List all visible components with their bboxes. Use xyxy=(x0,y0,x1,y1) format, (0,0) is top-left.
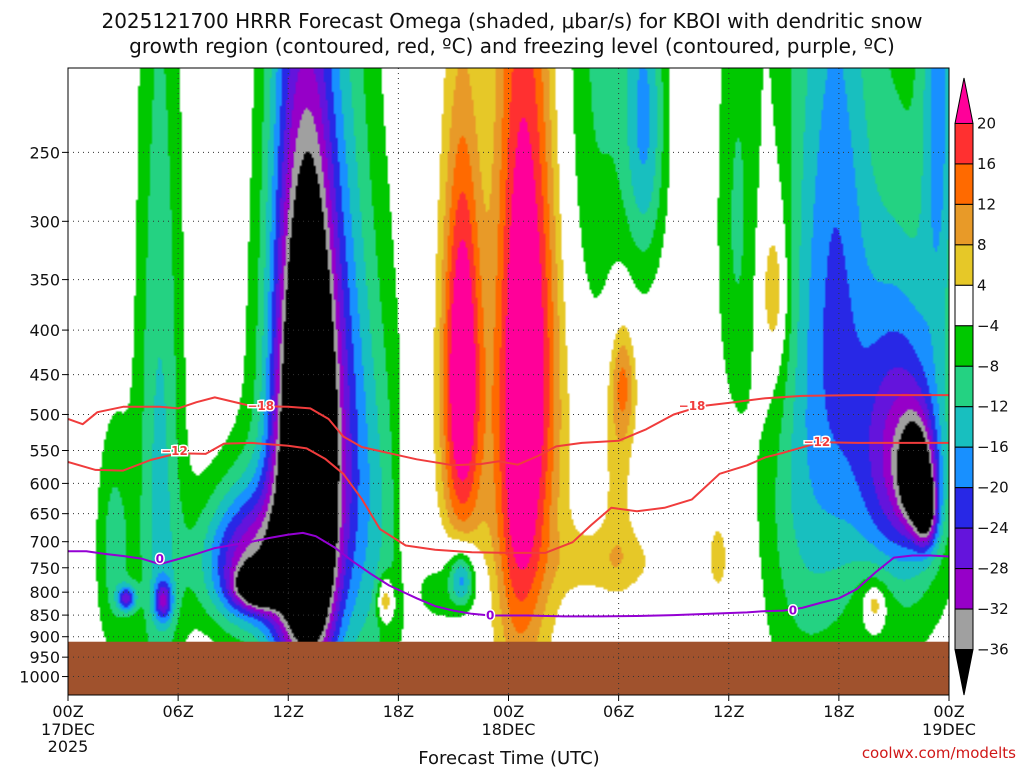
colorbar-swatch-14 xyxy=(954,649,974,696)
contour-label-0-0: −18 xyxy=(247,399,274,413)
y-tick-label-600: 600 xyxy=(29,474,60,493)
contour-line-0 xyxy=(68,394,949,467)
y-tick-label-500: 500 xyxy=(29,405,60,424)
y-tick-label-350: 350 xyxy=(29,271,60,290)
y-tick-label-950: 950 xyxy=(29,648,60,667)
y-axis: 250 300 350 400 450 500 550 600 650 700 750 800 850 9… xyxy=(19,143,68,687)
colorbar-label-7: −12 xyxy=(977,398,1009,416)
colorbar-label-8: −16 xyxy=(977,438,1009,456)
x-tick-label-4: 00Z xyxy=(493,702,524,721)
y-tick-label-550: 550 xyxy=(29,442,60,461)
contour-label-1-1: −12 xyxy=(803,435,830,449)
colorbar: 20 16 12 8 4 −4 −8 −12 −16 −20 −24 −28 −32 −36 xyxy=(954,77,1009,696)
x-tick-label-6: 12Z xyxy=(713,702,744,721)
x-tick-label-0: 00Z xyxy=(52,702,83,721)
colorbar-label-0: 20 xyxy=(977,114,996,132)
chart-title-line-2: growth region (contoured, red, ºC) and f… xyxy=(129,34,895,58)
x-tick-sublabel-0-1: 2025 xyxy=(48,737,89,756)
colorbar-label-13: −36 xyxy=(977,641,1009,659)
colorbar-swatch-0 xyxy=(954,77,974,124)
y-tick-label-850: 850 xyxy=(29,606,60,625)
x-tick-label-1: 06Z xyxy=(162,702,193,721)
x-tick-label-2: 12Z xyxy=(273,702,304,721)
colorbar-label-5: −4 xyxy=(977,317,999,335)
colorbar-swatch-10 xyxy=(954,487,974,529)
x-tick-sublabel-0-0: 17DEC xyxy=(41,720,95,739)
colorbar-label-1: 16 xyxy=(977,155,996,173)
colorbar-label-3: 8 xyxy=(977,236,987,254)
contour-lines: −18 −18 −12 −12 0 0 0 xyxy=(68,394,949,624)
y-tick-label-400: 400 xyxy=(29,321,60,340)
colorbar-label-12: −32 xyxy=(977,600,1009,618)
x-axis-label: Forecast Time (UTC) xyxy=(418,748,599,768)
x-tick-label-5: 06Z xyxy=(603,702,634,721)
y-tick-label-300: 300 xyxy=(29,212,60,231)
colorbar-swatch-5 xyxy=(954,284,974,327)
y-tick-label-450: 450 xyxy=(29,366,60,385)
y-tick-label-900: 900 xyxy=(29,628,60,647)
colorbar-swatch-4 xyxy=(954,244,974,286)
contour-line-1 xyxy=(68,441,949,554)
omega-field-shading xyxy=(68,68,949,695)
colorbar-label-4: 4 xyxy=(977,276,987,294)
credit-text: coolwx.com/modelts xyxy=(862,744,1016,762)
colorbar-swatch-1 xyxy=(954,122,974,165)
y-tick-label-700: 700 xyxy=(29,533,60,552)
colorbar-swatch-13 xyxy=(954,608,974,651)
x-tick-sublabel-4-0: 18DEC xyxy=(482,720,536,739)
y-tick-label-750: 750 xyxy=(29,559,60,578)
colorbar-swatch-12 xyxy=(954,568,974,610)
colorbar-label-2: 12 xyxy=(977,195,996,213)
colorbar-swatch-3 xyxy=(954,203,974,246)
colorbar-label-11: −28 xyxy=(977,560,1009,578)
colorbar-label-10: −24 xyxy=(977,519,1009,537)
contour-label-0-1: −18 xyxy=(679,399,706,413)
colorbar-swatch-11 xyxy=(954,527,974,570)
contour-label-2-2: 0 xyxy=(789,604,797,618)
y-tick-label-250: 250 xyxy=(29,143,60,162)
x-tick-label-3: 18Z xyxy=(383,702,414,721)
colorbar-swatch-2 xyxy=(954,163,974,205)
contour-label-1-0: −12 xyxy=(161,444,188,458)
x-tick-label-8: 00Z xyxy=(933,702,964,721)
colorbar-swatch-6 xyxy=(954,325,974,367)
colorbar-label-9: −20 xyxy=(977,479,1009,497)
contour-line-2 xyxy=(68,531,949,618)
colorbar-swatch-8 xyxy=(954,406,974,448)
colorbar-label-6: −8 xyxy=(977,357,999,375)
x-tick-sublabel-8-0: 19DEC xyxy=(922,720,976,739)
colorbar-swatch-7 xyxy=(954,365,974,408)
contour-label-2-1: 0 xyxy=(486,609,494,623)
y-tick-label-800: 800 xyxy=(29,583,60,602)
y-tick-label-1000: 1000 xyxy=(19,668,60,687)
chart-title-line-1: 2025121700 HRRR Forecast Omega (shaded, … xyxy=(101,9,922,33)
contour-label-2-0: 0 xyxy=(156,552,164,566)
colorbar-swatch-9 xyxy=(954,446,974,489)
x-tick-label-7: 18Z xyxy=(823,702,854,721)
y-tick-label-650: 650 xyxy=(29,505,60,524)
